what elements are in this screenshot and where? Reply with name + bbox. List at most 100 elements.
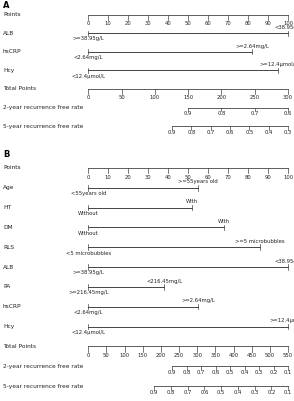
Text: 0.2: 0.2	[267, 390, 275, 395]
Text: >=38.95g/L: >=38.95g/L	[72, 36, 104, 41]
Text: 0.3: 0.3	[255, 371, 263, 375]
Text: Age: Age	[3, 185, 14, 190]
Text: >=2.64mg/L: >=2.64mg/L	[235, 44, 269, 49]
Text: 100: 100	[150, 95, 160, 100]
Text: >=55years old: >=55years old	[178, 179, 218, 184]
Text: B: B	[3, 150, 9, 159]
Text: <55years old: <55years old	[71, 191, 106, 196]
Text: 90: 90	[265, 21, 271, 26]
Text: 0.4: 0.4	[240, 371, 249, 375]
Text: >=216.45mg/L: >=216.45mg/L	[68, 290, 108, 295]
Text: 100: 100	[119, 353, 130, 358]
Text: 5-year recurrence free rate: 5-year recurrence free rate	[3, 383, 83, 389]
Text: hsCRP: hsCRP	[3, 49, 21, 55]
Text: 80: 80	[245, 175, 251, 180]
Text: 0.7: 0.7	[207, 130, 215, 135]
Text: 0.1: 0.1	[284, 390, 292, 395]
Text: <12.4μmol/L: <12.4μmol/L	[71, 330, 105, 335]
Text: 0.7: 0.7	[183, 390, 192, 395]
Text: ALB: ALB	[3, 265, 14, 269]
Text: 90: 90	[265, 175, 271, 180]
Text: <12.4μmol/L: <12.4μmol/L	[71, 73, 105, 79]
Text: 0.5: 0.5	[217, 390, 225, 395]
Text: 0.8: 0.8	[217, 111, 226, 116]
Text: 0.4: 0.4	[265, 130, 273, 135]
Text: 0.9: 0.9	[168, 130, 176, 135]
Text: With: With	[218, 219, 230, 224]
Text: 10: 10	[105, 175, 111, 180]
Text: Hcy: Hcy	[3, 68, 14, 73]
Text: 50: 50	[118, 95, 125, 100]
Text: Hcy: Hcy	[3, 324, 14, 329]
Text: Points: Points	[3, 12, 21, 17]
Text: >=12.4μmol/L: >=12.4μmol/L	[259, 62, 294, 67]
Text: 40: 40	[165, 175, 171, 180]
Text: 0: 0	[86, 175, 90, 180]
Text: 0.6: 0.6	[284, 111, 292, 116]
Text: 250: 250	[250, 95, 260, 100]
Text: 0.8: 0.8	[183, 371, 191, 375]
Text: 200: 200	[156, 353, 166, 358]
Text: 40: 40	[165, 21, 171, 26]
Text: 0.6: 0.6	[226, 130, 234, 135]
Text: 350: 350	[211, 353, 220, 358]
Text: 500: 500	[265, 353, 275, 358]
Text: 100: 100	[283, 21, 293, 26]
Text: 60: 60	[205, 21, 211, 26]
Text: ALB: ALB	[3, 31, 14, 36]
Text: 0.9: 0.9	[168, 371, 176, 375]
Text: 0.1: 0.1	[284, 371, 292, 375]
Text: 150: 150	[138, 353, 148, 358]
Text: 10: 10	[105, 21, 111, 26]
Text: HT: HT	[3, 205, 11, 210]
Text: 50: 50	[185, 175, 191, 180]
Text: 50: 50	[185, 21, 191, 26]
Text: With: With	[186, 199, 198, 204]
Text: <38.95g/L: <38.95g/L	[274, 259, 294, 264]
Text: 450: 450	[247, 353, 257, 358]
Text: hsCRP: hsCRP	[3, 304, 21, 309]
Text: 0.5: 0.5	[226, 371, 234, 375]
Text: 0.3: 0.3	[284, 130, 292, 135]
Text: >=12.4μmol/L: >=12.4μmol/L	[269, 318, 294, 323]
Text: 70: 70	[225, 21, 231, 26]
Text: <2.64mg/L: <2.64mg/L	[74, 55, 103, 60]
Text: 0: 0	[86, 353, 90, 358]
Text: 50: 50	[103, 353, 110, 358]
Text: 250: 250	[174, 353, 184, 358]
Text: 0.2: 0.2	[269, 371, 278, 375]
Text: 100: 100	[283, 175, 293, 180]
Text: 0.7: 0.7	[250, 111, 259, 116]
Text: 20: 20	[125, 21, 131, 26]
Text: RLS: RLS	[3, 245, 14, 250]
Text: <216.45mg/L: <216.45mg/L	[146, 279, 182, 284]
Text: 80: 80	[245, 21, 251, 26]
Text: 0.6: 0.6	[200, 390, 208, 395]
Text: 550: 550	[283, 353, 293, 358]
Text: <38.95g/L: <38.95g/L	[274, 25, 294, 30]
Text: >=38.95g/L: >=38.95g/L	[72, 270, 104, 275]
Text: >=2.64mg/L: >=2.64mg/L	[181, 298, 215, 304]
Text: 2-year recurrence free rate: 2-year recurrence free rate	[3, 105, 83, 110]
Text: Without: Without	[78, 231, 98, 236]
Text: 0.5: 0.5	[245, 130, 254, 135]
Text: Points: Points	[3, 165, 21, 170]
Text: 0: 0	[86, 95, 90, 100]
Text: 0.3: 0.3	[250, 390, 259, 395]
Text: 0.9: 0.9	[184, 111, 192, 116]
Text: 0.8: 0.8	[167, 390, 175, 395]
Text: 70: 70	[225, 175, 231, 180]
Text: 0.9: 0.9	[150, 390, 158, 395]
Text: 200: 200	[216, 95, 227, 100]
Text: 2-year recurrence free rate: 2-year recurrence free rate	[3, 364, 83, 369]
Text: 0.7: 0.7	[197, 371, 205, 375]
Text: 20: 20	[125, 175, 131, 180]
Text: A: A	[3, 1, 9, 10]
Text: <5 microbubbles: <5 microbubbles	[66, 251, 111, 255]
Text: 30: 30	[145, 175, 151, 180]
Text: PA: PA	[3, 284, 10, 290]
Text: 0: 0	[86, 21, 90, 26]
Text: 0.4: 0.4	[234, 390, 242, 395]
Text: 150: 150	[183, 95, 193, 100]
Text: Total Points: Total Points	[3, 344, 36, 349]
